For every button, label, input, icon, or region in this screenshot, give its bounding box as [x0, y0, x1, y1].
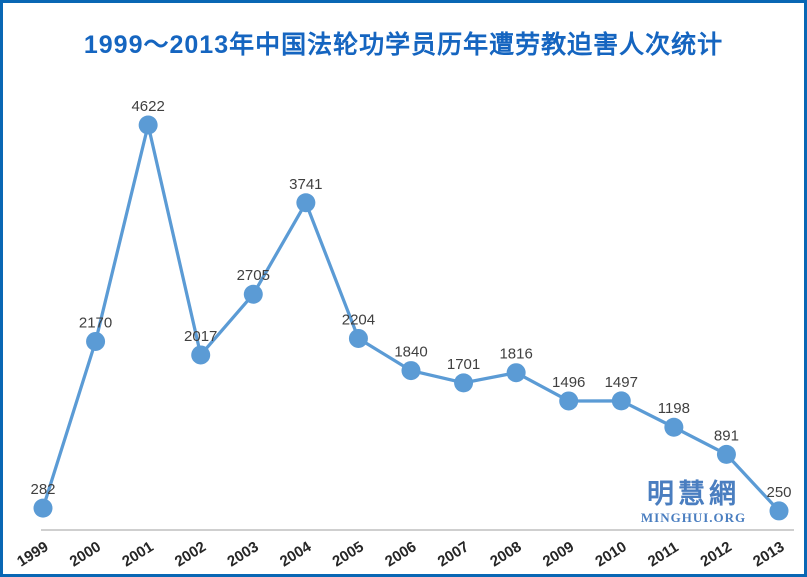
data-point [401, 361, 421, 381]
data-label: 891 [714, 427, 739, 444]
data-point [33, 498, 53, 518]
data-label: 1497 [605, 374, 638, 391]
data-point [664, 417, 684, 437]
chart-title: 1999～2013年中国法轮功学员历年遭劳教迫害人次统计 [83, 31, 724, 59]
x-tick-label: 2005 [330, 538, 367, 570]
data-point [348, 328, 368, 348]
data-point [243, 284, 263, 304]
data-label: 2017 [184, 328, 217, 345]
data-label: 1496 [552, 374, 585, 391]
data-point [559, 391, 579, 411]
data-point [506, 363, 526, 383]
data-label: 282 [30, 481, 55, 498]
x-tick-label: 2002 [172, 538, 209, 570]
data-point [716, 444, 736, 464]
data-label: 2204 [342, 311, 375, 328]
x-tick-label: 2011 [645, 539, 682, 571]
data-label: 1840 [394, 344, 427, 361]
data-label: 1816 [499, 346, 532, 363]
data-point [86, 331, 106, 351]
data-point [138, 115, 158, 135]
data-point [611, 391, 631, 411]
line-chart: 282 1999 2170 2000 4622 2001 2017 2002 2705 2003 3… [14, 98, 794, 571]
x-tick-label: 2012 [698, 538, 735, 570]
trend-line [41, 123, 781, 513]
x-tick-label: 2007 [435, 538, 472, 570]
data-point [454, 373, 474, 393]
data-label: 3741 [289, 176, 322, 193]
data-label: 4622 [131, 98, 164, 115]
data-point [296, 193, 316, 213]
data-point [191, 345, 211, 365]
data-point [769, 501, 789, 521]
data-label: 2170 [79, 314, 112, 331]
x-tick-label: 1999 [14, 538, 51, 570]
x-tick-label: 2010 [592, 538, 629, 570]
data-label: 250 [766, 484, 791, 501]
x-tick-label: 2004 [277, 538, 315, 570]
x-tick-label: 2013 [750, 538, 787, 570]
x-tick-label: 2009 [540, 538, 577, 570]
x-tick-label: 2006 [382, 538, 419, 570]
data-label: 1198 [658, 400, 690, 417]
data-label: 1701 [447, 356, 480, 373]
x-tick-label: 2003 [224, 538, 261, 570]
x-tick-label: 2008 [487, 538, 524, 570]
x-tick-label: 2001 [119, 538, 156, 570]
x-tick-label: 2000 [67, 538, 104, 570]
data-label: 2705 [237, 267, 270, 284]
